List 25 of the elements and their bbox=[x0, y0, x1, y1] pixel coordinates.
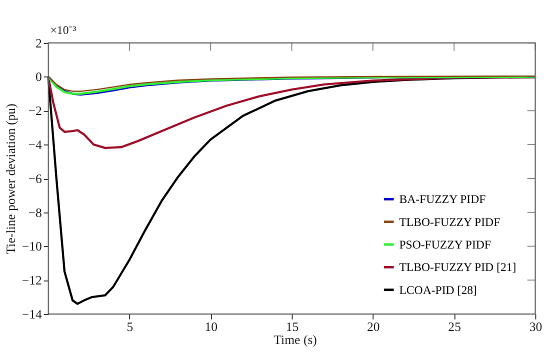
y-tick-label: 2 bbox=[35, 36, 42, 50]
legend-label: PSO-FUZZY PIDF bbox=[399, 237, 492, 252]
y-tick-label: −14 bbox=[22, 307, 42, 322]
legend-label: BA-FUZZY PIDF bbox=[399, 192, 486, 206]
legend-label: TLBO-FUZZY PIDF bbox=[399, 214, 501, 229]
y-tick-label: −10 bbox=[22, 240, 42, 254]
y-tick-label: 0 bbox=[35, 70, 42, 84]
x-tick-label: 20 bbox=[367, 320, 380, 334]
y-tick-label: −4 bbox=[28, 138, 42, 152]
line-series bbox=[48, 75, 536, 92]
y-axis-title: Tie-line power deviation (pu) bbox=[4, 104, 18, 254]
x-tick-label: 5 bbox=[126, 320, 134, 334]
legend-label: TLBO-FUZZY PID [21] bbox=[399, 260, 516, 274]
y-tick-label: −2 bbox=[28, 104, 42, 118]
x-tick-label: 10 bbox=[204, 320, 218, 334]
x-tick-label: 30 bbox=[529, 320, 542, 334]
line-series bbox=[47, 76, 536, 305]
text: ×10⁻³ bbox=[50, 23, 77, 38]
legend-label: LCOA-PID [28] bbox=[399, 282, 478, 297]
x-axis-title: Time (s) bbox=[274, 333, 317, 348]
y-tick-label: −8 bbox=[28, 206, 42, 220]
y-tick-label: −6 bbox=[28, 172, 42, 186]
y-tick-label: −12 bbox=[22, 274, 42, 288]
x-tick-label: 25 bbox=[448, 320, 461, 334]
x-tick-label: 15 bbox=[286, 320, 299, 334]
